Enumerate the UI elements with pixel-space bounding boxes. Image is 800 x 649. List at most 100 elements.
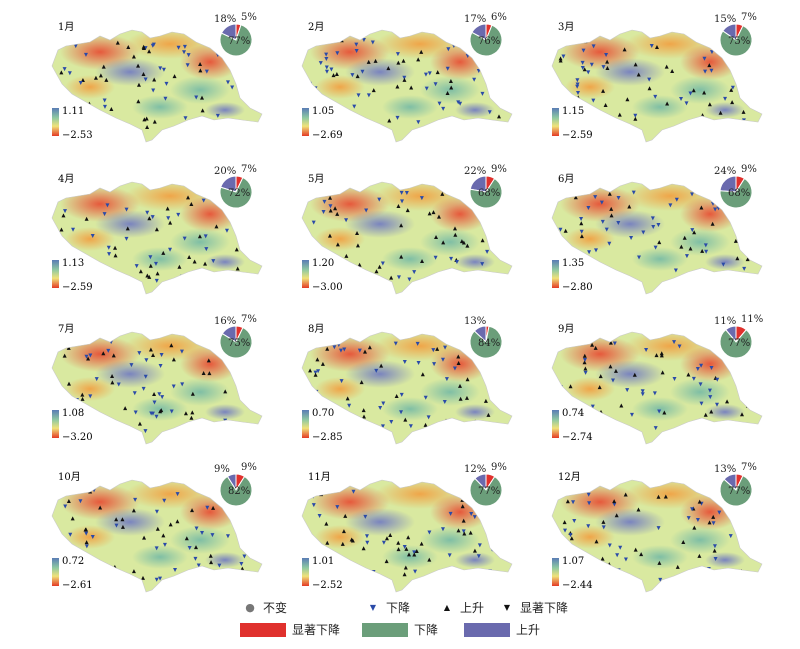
- station-marker: [313, 372, 318, 377]
- station-marker: [633, 547, 638, 552]
- station-marker: [370, 40, 375, 45]
- station-marker: [148, 347, 153, 352]
- station-marker: [734, 224, 739, 229]
- month-panel: 2月 1.05 −2.69 17% 6% 76%: [301, 12, 513, 143]
- month-label: 1月: [58, 21, 74, 33]
- station-marker: [449, 256, 454, 261]
- station-marker: [363, 514, 368, 519]
- station-marker: [420, 258, 425, 263]
- station-marker: [203, 261, 208, 266]
- pie-slice: [719, 177, 753, 209]
- station-marker: [338, 348, 343, 353]
- station-marker: [609, 206, 614, 211]
- station-marker: [120, 517, 125, 522]
- station-marker: [427, 530, 432, 535]
- month-panel: 5月 1.20 −3.00 22% 9% 68%: [301, 164, 513, 295]
- station-marker: [456, 528, 461, 533]
- station-marker: [331, 422, 336, 427]
- station-marker: [176, 45, 181, 50]
- station-marker: [625, 97, 630, 102]
- station-marker: [622, 47, 627, 52]
- station-marker: [658, 577, 663, 582]
- station-marker: [335, 557, 340, 562]
- station-marker: [116, 382, 121, 387]
- station-marker: [435, 124, 440, 129]
- colorbar: [302, 558, 309, 586]
- legend-rise: ▲ 上升: [440, 599, 484, 616]
- station-marker: [80, 77, 85, 82]
- pie-percent-label: 22%: [464, 166, 486, 177]
- station-marker: [93, 75, 98, 80]
- station-marker: [342, 347, 347, 352]
- colorbar: [52, 108, 59, 136]
- trend-pie-chart: 15% 7% 75%: [714, 12, 757, 57]
- station-marker: [403, 565, 408, 570]
- station-marker: [713, 207, 718, 212]
- month-panel: 1月 1.11 −2.53 18% 5% 77%: [51, 12, 263, 143]
- station-marker: [688, 246, 693, 251]
- station-marker: [444, 576, 449, 581]
- pie-slice: [219, 326, 253, 359]
- station-marker: [617, 112, 622, 117]
- station-marker: [605, 66, 610, 71]
- station-marker: [176, 212, 181, 217]
- station-marker: [70, 570, 75, 575]
- station-marker: [586, 206, 591, 211]
- station-marker: [745, 248, 750, 253]
- station-marker: [407, 277, 412, 282]
- station-marker: [657, 240, 662, 245]
- station-marker: [239, 67, 244, 72]
- region-map: [51, 331, 263, 445]
- station-marker: [604, 227, 609, 232]
- station-marker: [245, 233, 250, 238]
- station-marker: [332, 345, 337, 350]
- station-marker: [350, 538, 355, 543]
- station-marker: [670, 69, 675, 74]
- station-marker: [338, 120, 343, 125]
- station-marker: [712, 548, 717, 553]
- station-marker: [124, 207, 129, 212]
- station-marker: [601, 519, 606, 524]
- colorbar-max-label: 0.72: [62, 556, 84, 567]
- station-marker: [460, 504, 465, 509]
- station-marker: [738, 361, 743, 366]
- station-marker: [656, 494, 661, 499]
- station-marker: [458, 383, 463, 388]
- station-marker: [565, 193, 570, 198]
- station-marker: [86, 356, 91, 361]
- station-marker: [212, 345, 217, 350]
- colorbar: [302, 108, 309, 136]
- station-marker: [364, 208, 369, 213]
- station-marker: [315, 357, 320, 362]
- station-marker: [445, 66, 450, 71]
- station-marker: [237, 361, 242, 366]
- station-marker: [717, 510, 722, 515]
- trend-pie-chart: 9% 9% 82%: [214, 462, 257, 507]
- month-panel: 9月 0.74 −2.74 11% 11% 77%: [551, 314, 763, 445]
- station-marker: [662, 410, 667, 415]
- station-marker: [423, 72, 428, 77]
- station-marker: [101, 64, 106, 69]
- station-marker: [324, 52, 329, 57]
- station-marker: [633, 62, 638, 67]
- station-marker: [423, 395, 428, 400]
- station-marker: [66, 345, 71, 350]
- station-marker: [152, 392, 157, 397]
- station-marker: [610, 274, 615, 279]
- station-marker: [69, 342, 74, 347]
- station-marker: [371, 88, 376, 93]
- station-marker: [566, 401, 571, 406]
- station-marker: [673, 268, 678, 273]
- station-marker: [456, 354, 461, 359]
- pie-slice: [719, 24, 753, 57]
- station-marker: [59, 227, 64, 232]
- station-marker: [143, 374, 148, 379]
- station-marker: [601, 525, 606, 530]
- station-marker: [477, 543, 482, 548]
- station-marker: [652, 391, 657, 396]
- colorbar: [52, 558, 59, 586]
- station-marker: [365, 540, 370, 545]
- station-marker: [147, 274, 152, 279]
- station-marker: [453, 232, 458, 237]
- station-marker: [138, 269, 143, 274]
